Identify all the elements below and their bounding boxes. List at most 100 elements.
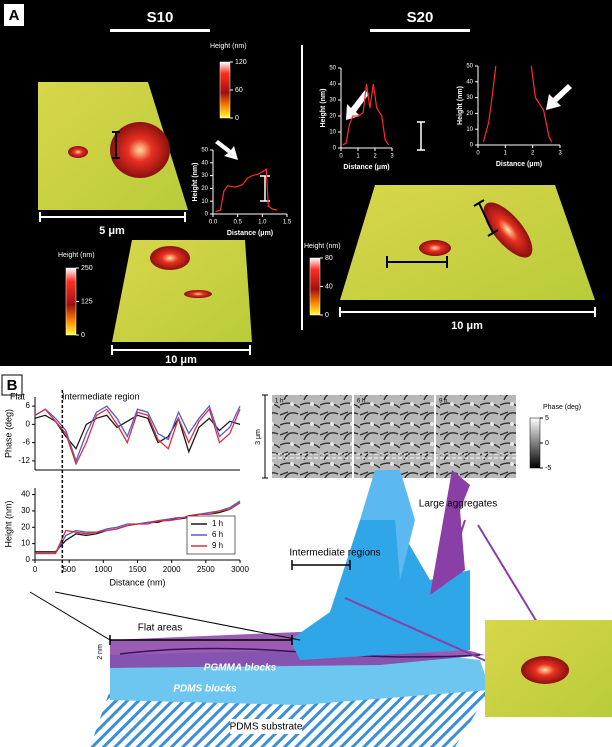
y-tick-label: 0 [26, 419, 31, 428]
colorbar-tick-label: 80 [325, 255, 333, 262]
y-axis-title: Height (nm) [320, 89, 327, 128]
panel-label: A [9, 7, 20, 24]
x-tick-label: 2500 [197, 565, 215, 574]
y-tick-label: 0 [26, 555, 31, 564]
title-bar [110, 29, 210, 32]
marker [473, 199, 499, 237]
x-tick-label: 3000 [231, 565, 249, 574]
panel-label-box [4, 4, 24, 26]
y-tick-label: 50 [201, 148, 208, 154]
height-marker [112, 131, 120, 159]
y-tick-label: 50 [466, 64, 473, 70]
x-tick-label: 2000 [163, 565, 181, 574]
panel-time: 6 h [357, 399, 365, 405]
y-tick-label: 10 [329, 130, 336, 136]
arrow [346, 90, 369, 120]
y-axis-title: Phase (deg) [3, 409, 13, 458]
zoom-line [29, 591, 301, 641]
diagram-label: Intermediate regions [289, 548, 380, 559]
profile-line [272, 453, 516, 459]
x-tick-label: 0.5 [233, 220, 242, 226]
x-tick-label: 0 [33, 565, 38, 574]
aggregate [184, 290, 212, 298]
arrow [546, 84, 572, 110]
phase-panel [436, 395, 516, 478]
colorbar [309, 257, 321, 316]
scale-label: 3 μm [255, 429, 262, 445]
diagram-label: Flat areas [138, 623, 182, 634]
x-tick-label: 1.0 [258, 220, 267, 226]
x-tick-label: 1500 [129, 565, 147, 574]
intermediate-structure [290, 520, 470, 660]
title-bar [370, 29, 470, 32]
y-axis-title: Height (nm) [192, 163, 199, 202]
y-tick-label: 10 [201, 199, 208, 205]
x-tick-label: 2 [373, 154, 377, 160]
colorbar-tick-label: 120 [235, 59, 247, 66]
panel-label: B [7, 377, 18, 394]
y-tick-label: 0 [333, 146, 337, 152]
x-tick-label: 500 [62, 565, 76, 574]
layer-label: PGMMA blocks [204, 663, 277, 674]
phase-panel [272, 395, 352, 478]
x-tick-label: 3 [390, 154, 394, 160]
y-tick-label: 10 [466, 127, 473, 133]
afm-image [112, 240, 252, 342]
aggregate [68, 146, 88, 158]
colorbar-tick-label: 5 [545, 415, 549, 422]
colorbar-tick-label: 250 [81, 265, 93, 272]
sample-title: S20 [407, 9, 434, 26]
region-bar [109, 635, 293, 645]
substrate [90, 690, 490, 747]
colorbar-tick-label: 0 [325, 312, 329, 319]
scale-label: 10 μm [165, 354, 197, 366]
y-tick-label: -12 [18, 456, 30, 465]
colorbar-tick-label: 40 [325, 283, 333, 290]
colorbar-title: Height (nm) [304, 243, 341, 250]
diagram-label: Large aggregates [419, 499, 497, 510]
y-tick-label: -6 [23, 438, 31, 447]
scale-label: 10 μm [451, 320, 483, 332]
y-tick-label: 10 [21, 539, 30, 548]
y-tick-label: 30 [21, 506, 30, 515]
y-tick-label: 40 [21, 490, 30, 499]
colorbar-tick-label: 60 [235, 87, 243, 94]
x-axis-title: Distance (nm) [109, 577, 165, 587]
colorbar-title: Height (nm) [58, 252, 95, 259]
layer-label: PDMS blocks [173, 684, 237, 695]
line-series [35, 502, 241, 555]
y-tick-label: 20 [329, 114, 336, 120]
colorbar [65, 267, 77, 336]
y-tick-label: 40 [201, 160, 208, 166]
y-tick-label: 20 [21, 522, 30, 531]
aggregate [419, 240, 451, 256]
x-axis-title: Distance (μm) [227, 230, 273, 237]
connector [449, 519, 466, 569]
colorbar [529, 417, 541, 469]
aggregate [521, 656, 569, 684]
scale-bar [39, 212, 186, 222]
x-tick-label: 1.5 [283, 220, 292, 226]
colorbar [219, 61, 231, 119]
marker [386, 256, 448, 268]
y-axis-title: Height (nm) [457, 86, 464, 125]
phase-panel [354, 395, 434, 478]
sample-title: S10 [147, 9, 174, 26]
x-tick-label: 0 [339, 154, 343, 160]
x-tick-label: 1000 [94, 565, 112, 574]
x-tick-label: 1 [356, 154, 360, 160]
colorbar-title: Phase (deg) [543, 404, 581, 411]
region-bar [291, 560, 351, 570]
y-tick-label: 40 [466, 79, 473, 85]
line-series [215, 168, 278, 212]
y-tick-label: 20 [201, 186, 208, 192]
connector [344, 597, 496, 666]
y-tick-label: 50 [329, 66, 336, 72]
y-tick-label: 0 [470, 143, 474, 149]
intermediate-structure [360, 470, 415, 580]
x-tick-label: 1 [504, 151, 508, 157]
afm-image [340, 185, 595, 300]
colorbar-tick-label: 0 [81, 332, 85, 339]
legend-label: 6 h [212, 530, 223, 539]
